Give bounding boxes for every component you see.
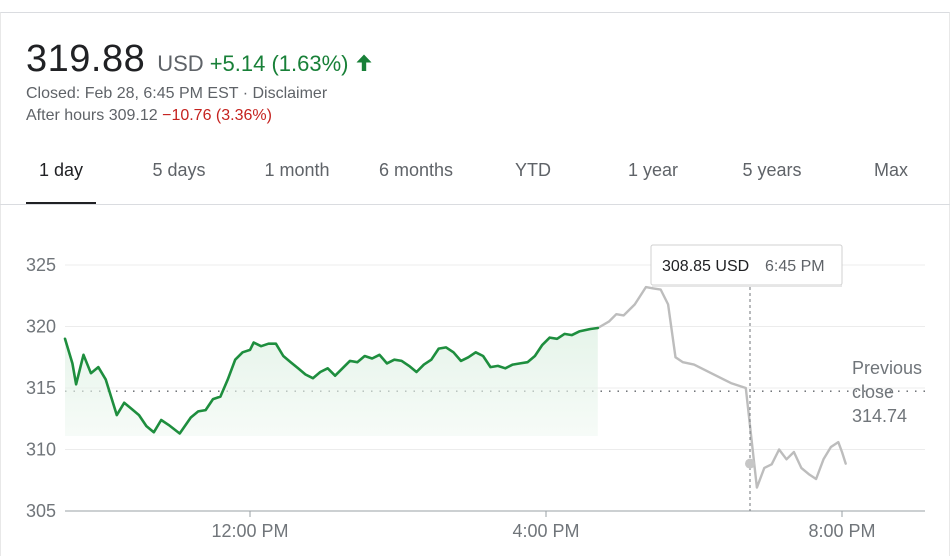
x-tick-label: 12:00 PM — [211, 521, 288, 541]
price-row: 319.88 USD +5.14 (1.63%) — [26, 38, 373, 81]
x-tick-label: 4:00 PM — [512, 521, 579, 541]
currency-label: USD — [157, 51, 204, 76]
regular-session-fill — [65, 328, 598, 436]
area-fill — [65, 328, 598, 436]
price-change: +5.14 (1.63%) — [209, 51, 349, 76]
range-tabs: 1 day 5 days 1 month 6 months YTD 1 year… — [0, 146, 950, 205]
arrow-up-icon — [355, 53, 373, 78]
tab-1-day[interactable]: 1 day — [38, 160, 84, 180]
y-tick-label: 315 — [26, 378, 56, 398]
overlay: 308.85 USD 6:45 PM Previous close 314.74 — [650, 244, 922, 511]
previous-close-label: Previous — [852, 358, 922, 378]
after-hours-label: After hours 309.12 — [26, 107, 158, 124]
x-tick-label: 8:00 PM — [808, 521, 875, 541]
series-lines — [63, 285, 847, 489]
tab-5-years[interactable]: 5 years — [742, 160, 802, 180]
previous-close-label: close — [852, 382, 894, 402]
previous-close-value: 314.74 — [852, 406, 907, 426]
tooltip-shadow — [652, 285, 842, 287]
regular-session-line — [63, 326, 600, 435]
after-hours-line: After hours 309.12 −10.76 (3.36%) — [26, 107, 272, 125]
market-status: Closed: Feb 28, 6:45 PM EST · Disclaimer — [26, 85, 328, 102]
tab-1-month[interactable]: 1 month — [264, 160, 330, 180]
current-price: 319.88 — [26, 38, 146, 80]
stock-card — [0, 12, 950, 556]
tabs-divider — [0, 204, 950, 205]
after-hours-line — [596, 285, 847, 489]
active-tab-indicator — [26, 202, 96, 205]
tab-max[interactable]: Max — [873, 160, 908, 180]
y-tick-label: 325 — [26, 255, 56, 275]
y-tick-label: 320 — [26, 317, 56, 337]
y-tick-label: 305 — [26, 501, 56, 521]
axis-labels: 305 310 315 320 325 12:00 PM 4:00 PM 8:00 PM — [26, 255, 876, 541]
tab-6-months[interactable]: 6 months — [378, 160, 454, 180]
tooltip-time: 6:45 PM — [765, 258, 825, 275]
tab-ytd[interactable]: YTD — [515, 160, 551, 180]
tab-1-year[interactable]: 1 year — [627, 160, 679, 180]
tab-5-days[interactable]: 5 days — [152, 160, 206, 180]
after-hours-change: −10.76 (3.36%) — [162, 107, 272, 124]
y-tick-label: 310 — [26, 440, 56, 460]
last-point-marker — [745, 458, 755, 469]
tooltip-price: 308.85 USD — [662, 258, 749, 275]
